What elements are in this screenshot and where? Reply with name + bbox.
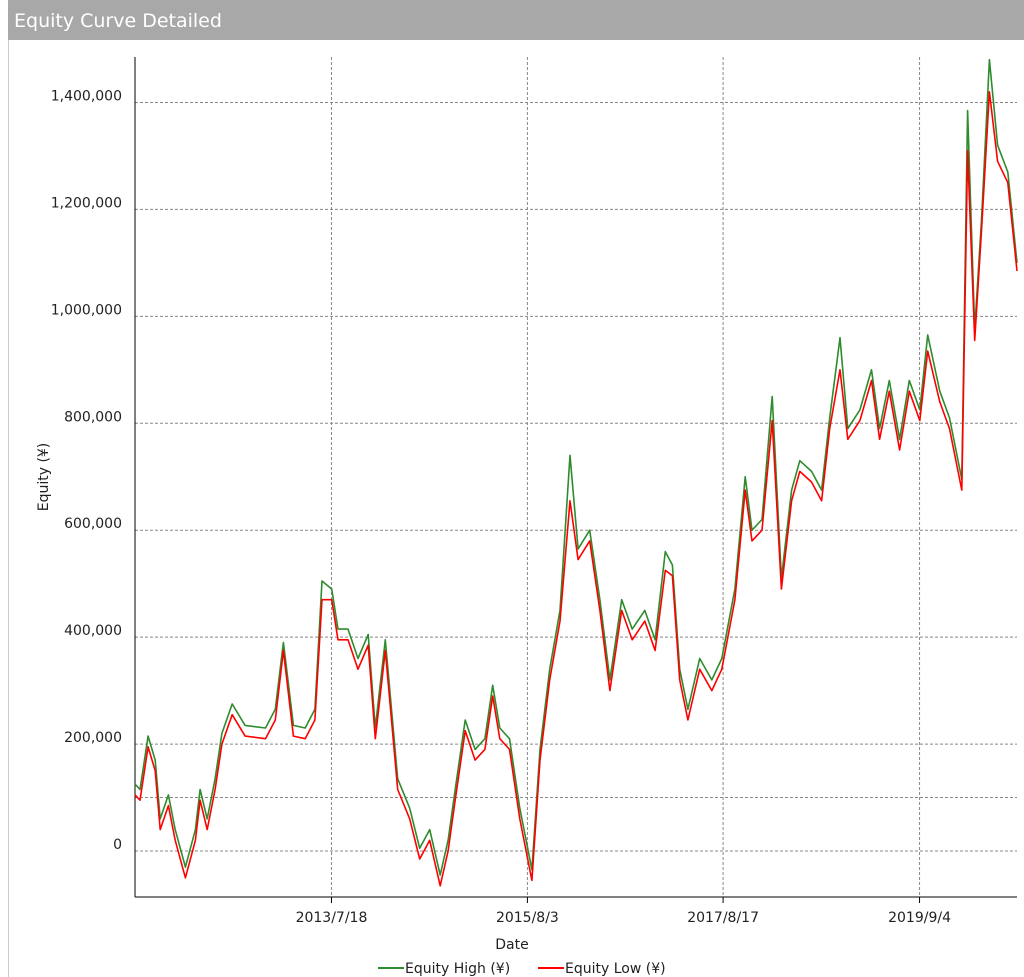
x-tick-label: 2019/9/4 (888, 910, 951, 926)
x-tick-label: 2013/7/18 (296, 910, 368, 926)
y-tick-label: 1,400,000 (51, 88, 122, 104)
y-tick-label: 600,000 (64, 516, 122, 532)
y-axis-title: Equity (¥) (36, 443, 52, 512)
y-tick-label: 200,000 (64, 730, 122, 746)
series-line (134, 91, 1018, 887)
series-line (134, 58, 1018, 876)
x-tick-label: 2017/8/17 (687, 910, 759, 926)
y-tick-label: 1,200,000 (51, 195, 122, 211)
window-title: Equity Curve Detailed (8, 0, 1024, 40)
y-tick-label: 1,000,000 (51, 302, 122, 318)
legend-label: Equity Low (¥) (565, 961, 666, 977)
window-border (8, 0, 9, 977)
y-tick-label: 800,000 (64, 409, 122, 425)
y-tick-label: 400,000 (64, 623, 122, 639)
legend-label: Equity High (¥) (405, 961, 510, 977)
y-tick-label: 0 (113, 837, 122, 853)
x-tick-label: 2015/8/3 (496, 910, 559, 926)
x-axis-title: Date (495, 937, 528, 953)
